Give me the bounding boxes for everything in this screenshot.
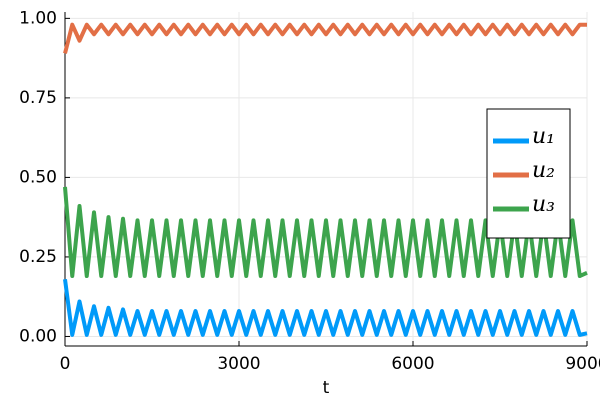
legend-label: u₁ — [532, 124, 555, 149]
series-line — [63, 22, 587, 54]
x-axis-label: t — [323, 378, 330, 398]
legend-label: u₂ — [532, 158, 555, 183]
y-tick-label: 0.75 — [19, 88, 57, 108]
x-tick-label: 0 — [60, 354, 71, 374]
legend-label: u₃ — [532, 192, 555, 217]
x-tick-label: 3000 — [217, 354, 260, 374]
x-tick-label: 9000 — [565, 354, 600, 374]
y-tick-label: 1.00 — [19, 8, 57, 28]
y-tick-label: 0.25 — [19, 247, 57, 267]
series-line — [63, 278, 588, 337]
y-tick-label: 0.50 — [19, 167, 57, 187]
x-tick-label: 6000 — [391, 354, 434, 374]
y-tick-label: 0.00 — [19, 326, 57, 346]
